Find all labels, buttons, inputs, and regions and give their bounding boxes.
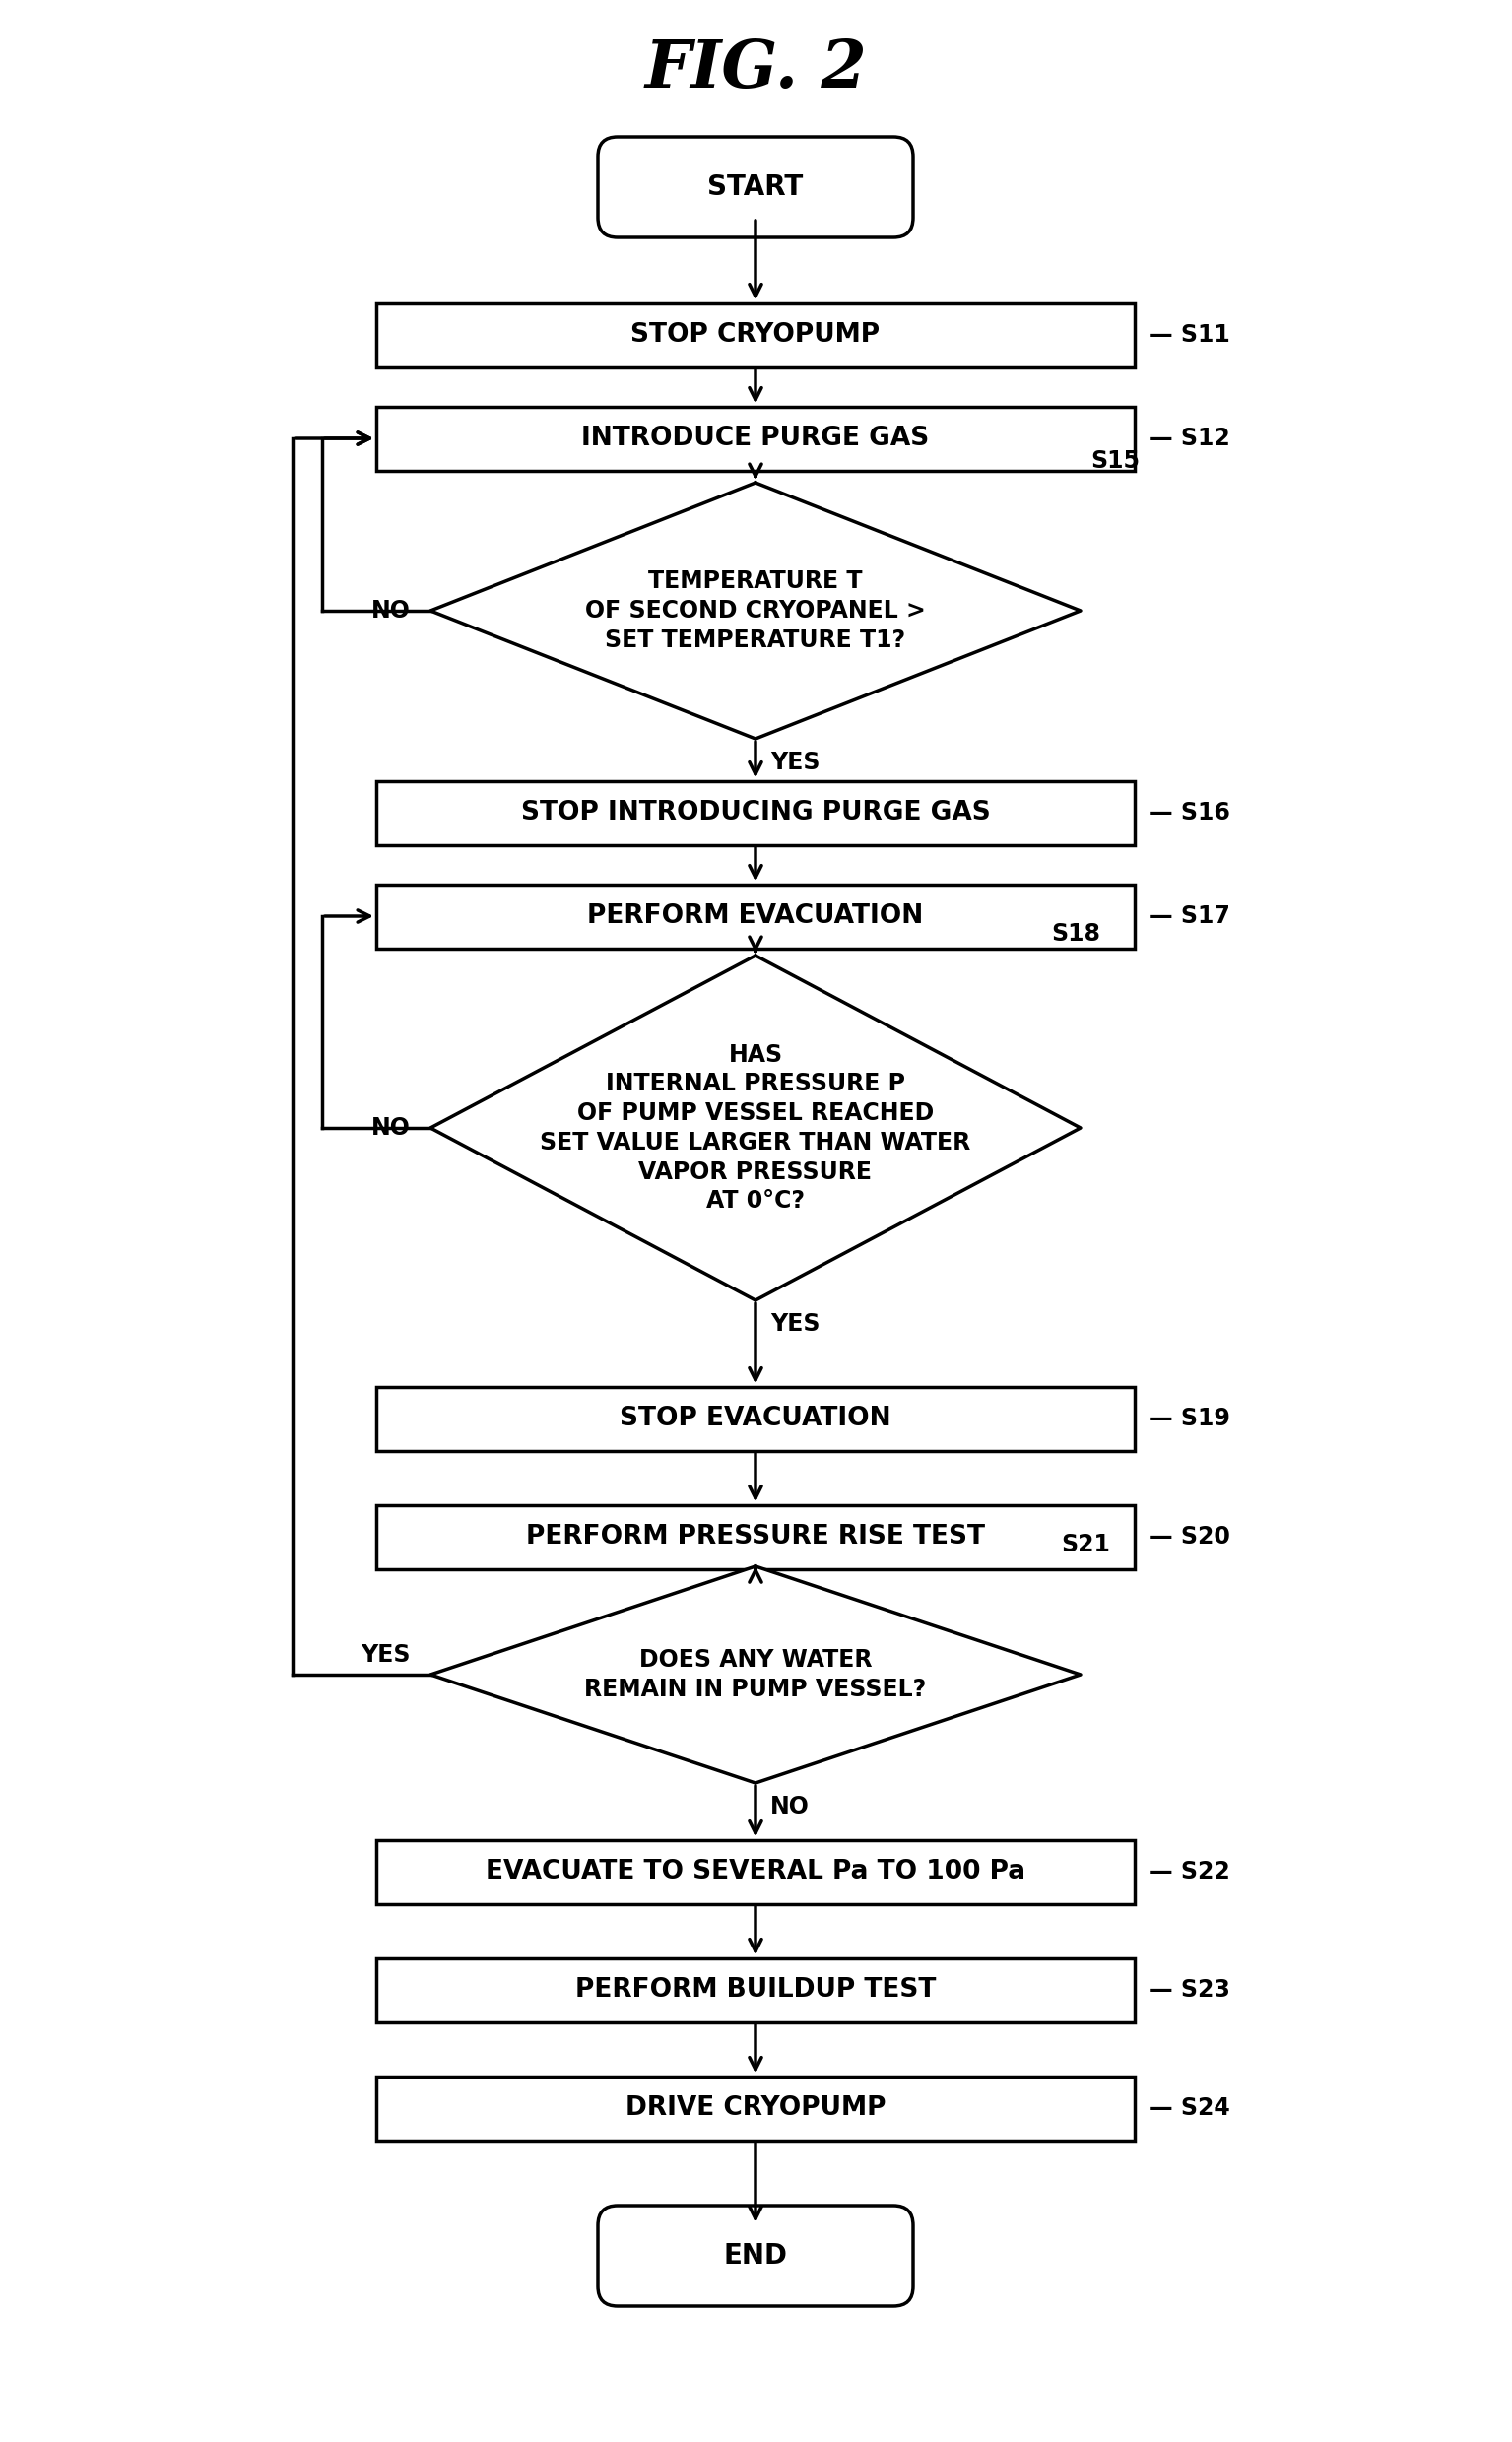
FancyBboxPatch shape <box>597 137 913 237</box>
Text: S21: S21 <box>1061 1534 1110 1556</box>
Text: — S19: — S19 <box>1149 1407 1231 1431</box>
Text: S18: S18 <box>1051 923 1101 945</box>
Text: — S23: — S23 <box>1149 1978 1231 2002</box>
Text: — S16: — S16 <box>1149 801 1231 825</box>
Text: TEMPERATURE T
OF SECOND CRYOPANEL >
SET TEMPERATURE T1?: TEMPERATURE T OF SECOND CRYOPANEL > SET … <box>585 569 925 652</box>
Text: S15: S15 <box>1090 449 1140 474</box>
Bar <box>376 2076 1134 2139</box>
Text: STOP CRYOPUMP: STOP CRYOPUMP <box>631 322 880 347</box>
Bar <box>376 405 1134 471</box>
Bar <box>376 1839 1134 1905</box>
Text: PERFORM EVACUATION: PERFORM EVACUATION <box>588 904 924 928</box>
Bar <box>376 1387 1134 1451</box>
Bar <box>376 1958 1134 2022</box>
Text: — S11: — S11 <box>1149 322 1231 347</box>
Text: NO: NO <box>372 598 411 623</box>
Text: NO: NO <box>372 1116 411 1140</box>
Text: STOP EVACUATION: STOP EVACUATION <box>620 1407 891 1431</box>
Bar <box>376 303 1134 366</box>
Text: — S12: — S12 <box>1149 427 1231 449</box>
Text: END: END <box>724 2242 788 2269</box>
Text: YES: YES <box>361 1643 411 1668</box>
FancyBboxPatch shape <box>597 2205 913 2305</box>
Text: HAS
INTERNAL PRESSURE P
OF PUMP VESSEL REACHED
SET VALUE LARGER THAN WATER
VAPOR: HAS INTERNAL PRESSURE P OF PUMP VESSEL R… <box>540 1043 971 1214</box>
Polygon shape <box>431 484 1081 740</box>
Text: EVACUATE TO SEVERAL Pa TO 100 Pa: EVACUATE TO SEVERAL Pa TO 100 Pa <box>485 1858 1025 1885</box>
Text: FIG. 2: FIG. 2 <box>644 37 866 100</box>
Text: NO: NO <box>770 1795 809 1819</box>
Text: YES: YES <box>770 750 820 774</box>
Bar <box>376 781 1134 845</box>
Text: INTRODUCE PURGE GAS: INTRODUCE PURGE GAS <box>582 425 930 452</box>
Text: PERFORM PRESSURE RISE TEST: PERFORM PRESSURE RISE TEST <box>526 1524 984 1551</box>
Bar <box>376 884 1134 947</box>
Text: PERFORM BUILDUP TEST: PERFORM BUILDUP TEST <box>575 1978 936 2002</box>
Text: YES: YES <box>770 1311 820 1336</box>
Text: — S24: — S24 <box>1149 2095 1231 2120</box>
Polygon shape <box>431 1565 1081 1783</box>
Polygon shape <box>431 955 1081 1299</box>
Text: DRIVE CRYOPUMP: DRIVE CRYOPUMP <box>626 2095 886 2120</box>
Text: — S17: — S17 <box>1149 904 1231 928</box>
Text: START: START <box>708 173 803 200</box>
Text: — S20: — S20 <box>1149 1524 1231 1548</box>
Text: — S22: — S22 <box>1149 1861 1231 1883</box>
Text: STOP INTRODUCING PURGE GAS: STOP INTRODUCING PURGE GAS <box>520 801 990 825</box>
Text: DOES ANY WATER
REMAIN IN PUMP VESSEL?: DOES ANY WATER REMAIN IN PUMP VESSEL? <box>585 1648 927 1702</box>
Bar <box>376 1504 1134 1568</box>
